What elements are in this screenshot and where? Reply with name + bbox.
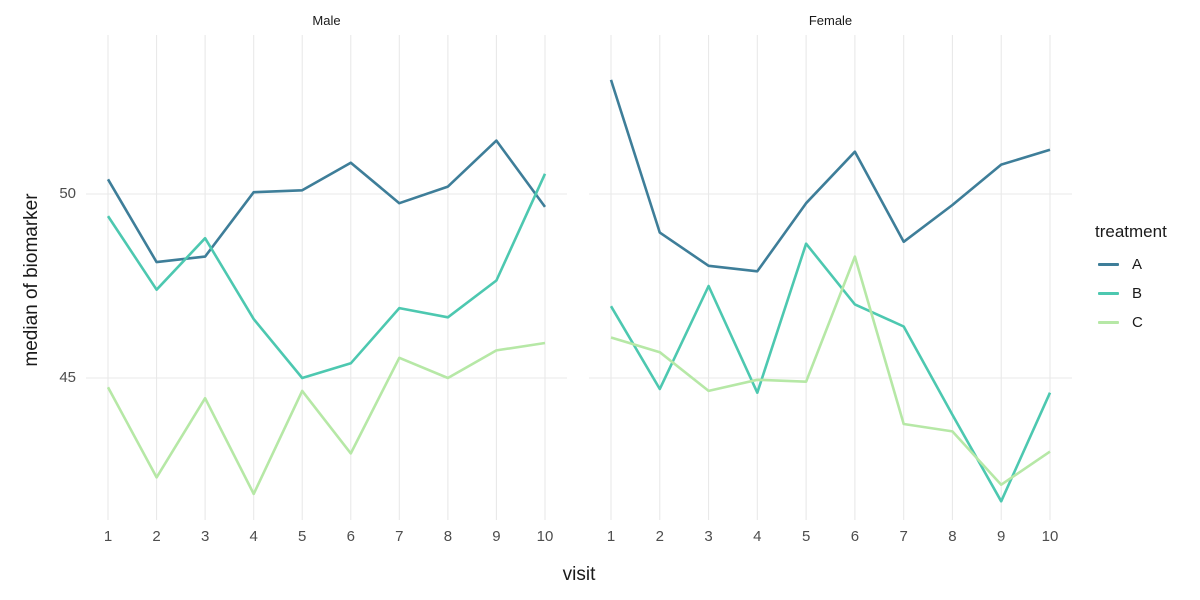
legend-item-c: C bbox=[1095, 312, 1195, 333]
x-tick-label: 9 bbox=[997, 528, 1006, 545]
x-tick-label: 8 bbox=[443, 528, 453, 545]
y-tick-label: 50 bbox=[59, 185, 76, 202]
legend-item-label: B bbox=[1132, 285, 1143, 302]
x-tick-label: 1 bbox=[103, 528, 113, 545]
line-treatment-a bbox=[106, 139, 547, 264]
legend-title: treatment bbox=[1095, 222, 1167, 241]
y-tick-label: 45 bbox=[59, 369, 76, 386]
x-tick-label: 6 bbox=[346, 528, 355, 545]
legend-key-line-c bbox=[1098, 321, 1119, 324]
x-tick-label: 5 bbox=[801, 528, 811, 545]
legend-key-line-b bbox=[1098, 292, 1119, 295]
legend-item-a: A bbox=[1095, 254, 1195, 275]
x-tick-label: 8 bbox=[948, 528, 957, 545]
legend-key-line-a bbox=[1098, 263, 1119, 266]
x-tick-label: 9 bbox=[492, 528, 501, 545]
facet-panel-female bbox=[589, 35, 1072, 520]
x-tick-label: 3 bbox=[200, 528, 210, 545]
x-tick-label: 10 bbox=[536, 528, 554, 545]
y-axis-title: median of biomarker bbox=[21, 193, 42, 367]
x-tick-label: 4 bbox=[753, 528, 762, 545]
x-axis-title: visit bbox=[562, 564, 596, 585]
line-treatment-b bbox=[609, 242, 1052, 503]
line-treatment-a bbox=[609, 79, 1051, 273]
x-tick-label: 4 bbox=[249, 528, 258, 545]
x-tick-label: 7 bbox=[395, 528, 404, 545]
legend-item-b: B bbox=[1095, 283, 1195, 304]
facet-strip-label-male: Male bbox=[312, 13, 341, 28]
legend-item-label: A bbox=[1132, 256, 1143, 273]
line-treatment-b bbox=[106, 173, 547, 380]
x-tick-label: 7 bbox=[899, 528, 908, 545]
x-tick-label: 2 bbox=[152, 528, 161, 545]
x-tick-label: 3 bbox=[704, 528, 713, 545]
facet-strip-label-female: Female bbox=[808, 13, 853, 28]
x-tick-label: 1 bbox=[606, 528, 616, 545]
x-tick-label: 2 bbox=[655, 528, 664, 545]
x-tick-label: 10 bbox=[1041, 528, 1059, 545]
legend-item-label: C bbox=[1132, 314, 1143, 331]
x-tick-label: 6 bbox=[850, 528, 860, 545]
facet-panel-male bbox=[86, 35, 567, 520]
x-tick-label: 5 bbox=[298, 528, 307, 545]
line-treatment-c bbox=[610, 255, 1051, 487]
line-treatment-c bbox=[106, 341, 546, 496]
